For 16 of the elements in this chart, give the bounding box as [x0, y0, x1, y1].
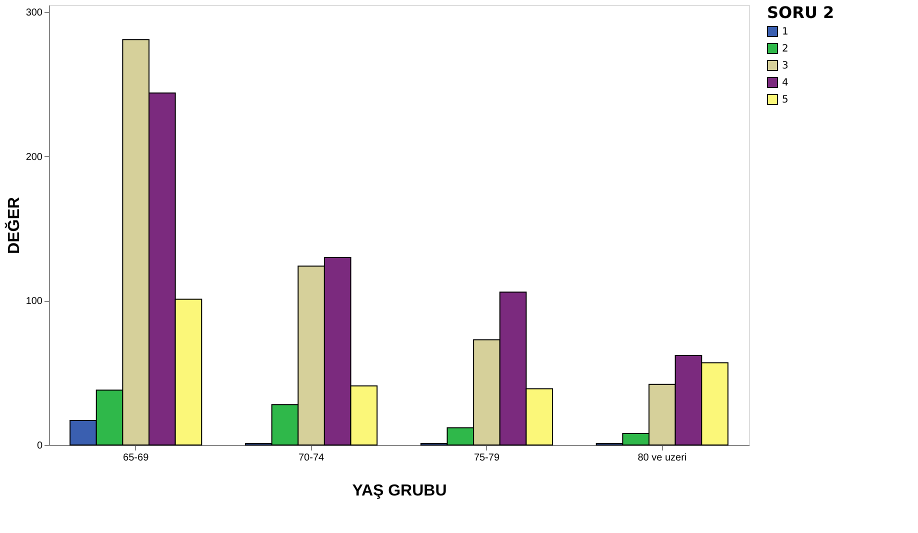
legend-label: 2 [782, 44, 788, 54]
x-tick-label: 70-74 [298, 452, 325, 464]
legend-title: SORU 2 [767, 3, 834, 22]
y-axis-title: DEĞER [4, 196, 23, 254]
x-tick-label: 80 ve uzeri [638, 452, 687, 464]
y-tick-label: 200 [26, 152, 43, 163]
y-tick-label: 100 [26, 296, 43, 308]
legend-label: 5 [782, 94, 788, 106]
legend-label: 4 [782, 78, 788, 88]
y-tick-label: 300 [26, 8, 43, 19]
x-tick-label: 65-69 [123, 452, 150, 464]
legend-label: 3 [782, 60, 788, 72]
x-axis-title: YAŞ GRUBU [352, 482, 447, 500]
legend-label: 1 [782, 26, 788, 38]
y-tick-label: 0 [36, 440, 43, 452]
x-tick-label: 75-79 [474, 452, 500, 464]
